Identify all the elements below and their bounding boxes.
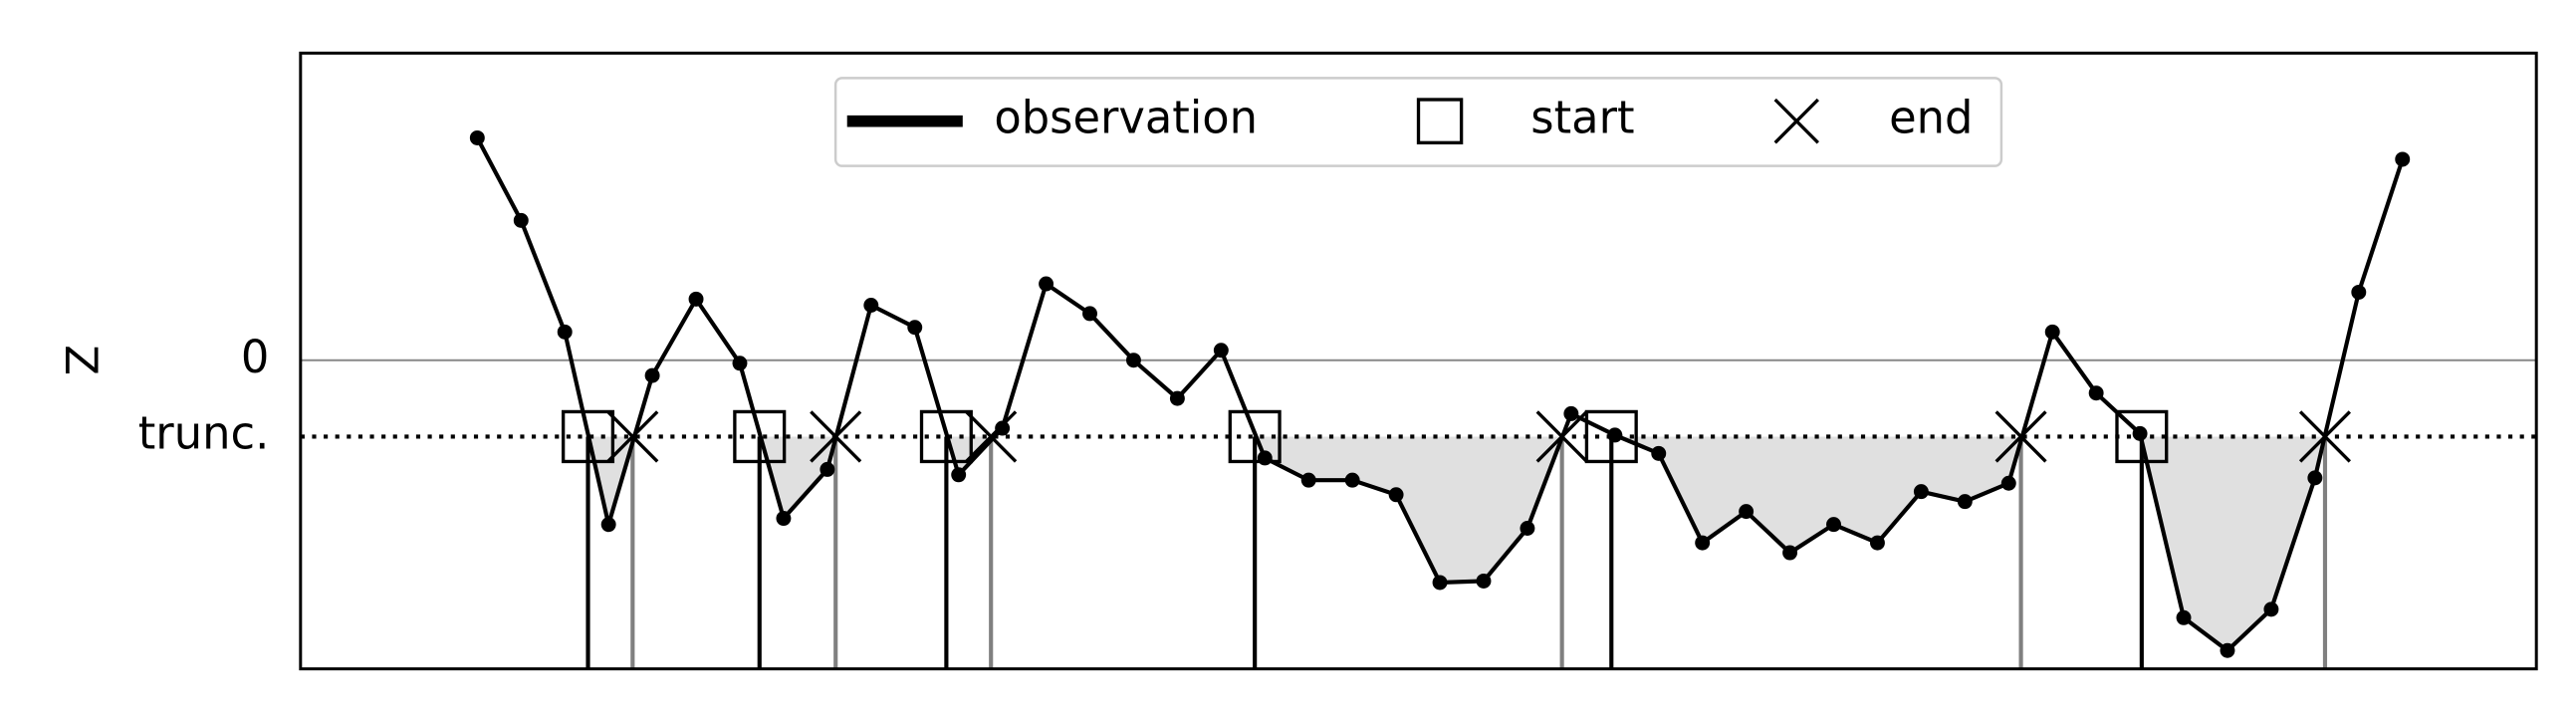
observation-point [644,367,660,383]
observation-point [1869,535,1885,551]
start-marker [1228,409,1282,464]
end-marker [2298,410,2352,463]
observation-point [951,467,967,483]
observation-point [863,297,879,313]
end-marker [810,410,862,463]
plot-frame [299,51,2538,671]
legend-label: end [1889,92,1973,144]
observation-point [2176,609,2192,625]
observation-point [1695,535,1711,551]
observation-point [1651,445,1667,461]
legend-start-swatch [1416,98,1464,144]
observation-point [732,356,748,371]
observation-point [1476,573,1492,589]
end-marker [965,410,1018,463]
legend-label: observation [994,92,1258,144]
start-marker [733,409,787,464]
observation-point [776,511,792,527]
observation-point [2220,642,2235,658]
observation-point [1607,427,1623,443]
shaded-region [1611,434,2021,554]
observation-point [1039,276,1054,292]
observation-point [1520,521,1535,537]
observation-point [600,517,616,533]
y-tick-label: 0 [241,331,269,383]
observation-point [2000,475,2016,491]
observation-point [1388,487,1404,503]
start-marker [561,409,615,464]
observation-point [1082,306,1097,322]
y-axis-label: Z [55,345,108,375]
observation-point [557,324,573,340]
legend: observation start end [833,77,2003,167]
start-marker [919,409,973,464]
observation-point [1913,484,1929,500]
observation-point [513,212,529,228]
observation-point [1826,517,1841,533]
legend-label: start [1530,92,1634,144]
observation-point [1344,472,1360,488]
observation-point [2307,470,2323,486]
observation-point [2351,284,2367,300]
observation-point [2132,425,2148,441]
observation-point [1782,545,1798,561]
observation-point [1125,353,1141,368]
observation-point [907,320,923,336]
legend-end-swatch [1773,98,1819,144]
start-marker [1584,409,1638,464]
observation-point [1739,504,1755,520]
observation-point [2044,324,2060,340]
end-marker [1994,410,2047,463]
observation-point [1563,405,1579,421]
end-marker [606,410,659,463]
observation-point [1213,343,1229,358]
observation-point [2088,385,2104,401]
observation-point [1169,390,1185,406]
observation-point [995,420,1011,436]
observation-point [2263,601,2279,617]
observation-point [688,291,704,307]
observation-point [1257,450,1273,466]
shaded-region [587,436,633,525]
observation-point [1300,472,1316,488]
observation-point [1957,494,1973,510]
start-marker [2115,409,2169,464]
end-marker [1535,410,1588,463]
observation-point [820,461,835,477]
observation-point [2395,151,2411,167]
shaded-region [1255,436,1562,583]
observation-point [1432,575,1448,591]
y-tick-label: trunc. [138,406,270,459]
observation-point [469,129,485,145]
shaded-region [2141,436,2325,651]
